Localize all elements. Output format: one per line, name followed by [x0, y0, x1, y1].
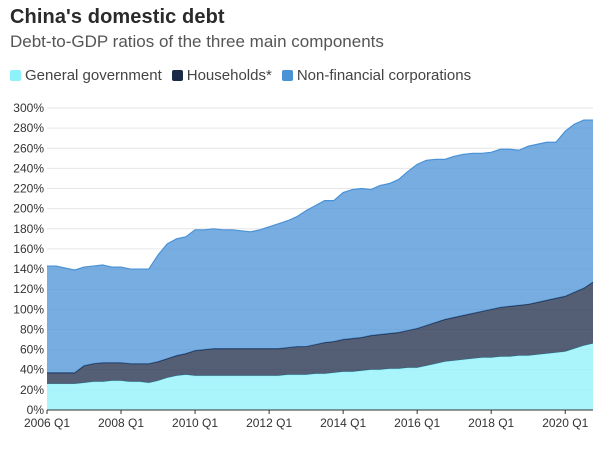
y-tick-label: 160% — [13, 242, 44, 256]
x-tick-label: 2010 Q1 — [172, 416, 218, 430]
y-tick-label: 180% — [13, 222, 44, 236]
x-tick-label: 2020 Q1 — [542, 416, 588, 430]
y-tick-label: 240% — [13, 161, 44, 175]
legend-swatch-general-government — [10, 70, 21, 81]
x-tick-label: 2012 Q1 — [246, 416, 292, 430]
legend-swatch-households — [171, 70, 183, 81]
chart-title: China's domestic debt — [10, 6, 225, 28]
y-tick-label: 140% — [13, 262, 44, 276]
legend-item-general-government: General government — [10, 67, 162, 84]
x-tick-label: 2008 Q1 — [98, 416, 144, 430]
area-households — [47, 282, 593, 384]
y-tick-label: 100% — [13, 302, 44, 316]
y-tick-label: 60% — [20, 343, 44, 357]
legend-label-non-financial-corporations: Non-financial corporations — [296, 67, 472, 84]
x-tick-label: 2018 Q1 — [468, 416, 514, 430]
legend-label-households: Households* — [186, 67, 272, 84]
line-non-financial-corporations — [47, 119, 593, 271]
x-tick-label: 2014 Q1 — [320, 416, 366, 430]
legend-item-non-financial-corporations: Non-financial corporations — [281, 67, 472, 84]
y-tick-label: 260% — [13, 141, 44, 155]
x-tick-label: 2016 Q1 — [394, 416, 440, 430]
y-tick-label: 280% — [13, 121, 44, 135]
y-tick-label: 120% — [13, 282, 44, 296]
y-tick-label: 40% — [20, 363, 44, 377]
y-tick-label: 300% — [13, 101, 44, 115]
legend: General government Households* Non-finan… — [10, 67, 481, 84]
legend-swatch-non-financial-corporations — [281, 70, 293, 81]
area-general-government — [47, 343, 593, 410]
area-non-financial-corporations — [47, 120, 593, 373]
y-tick-label: 20% — [20, 383, 44, 397]
stacked-area-chart: 0% 20% 40% 60% 80% 100% 120% 140% 160% 180% 200% 22… — [13, 101, 594, 430]
x-tick-label: 2006 Q1 — [24, 416, 70, 430]
legend-label-general-government: General government — [25, 67, 162, 84]
y-tick-label: 200% — [13, 202, 44, 216]
y-tick-label: 80% — [20, 322, 44, 336]
legend-item-households: Households* — [171, 67, 272, 84]
y-tick-label: 220% — [13, 182, 44, 196]
y-tick-label: 0% — [27, 403, 45, 417]
chart-subtitle: Debt-to-GDP ratios of the three main com… — [10, 32, 384, 51]
